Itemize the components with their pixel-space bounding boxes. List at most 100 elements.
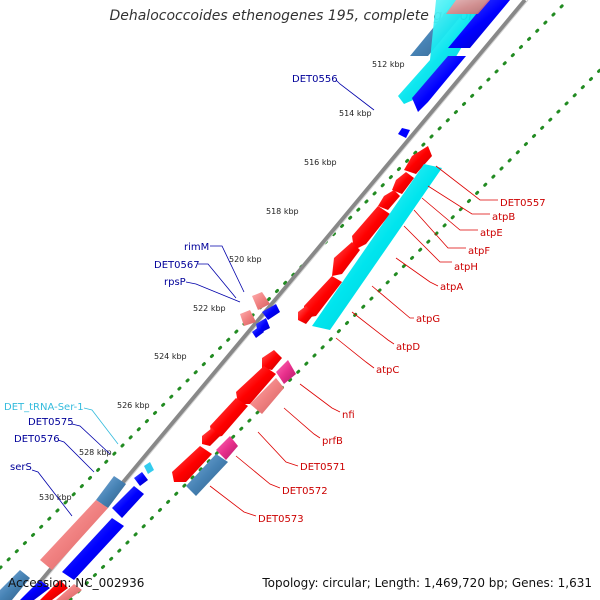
gene-label[interactable]: DET0573 bbox=[258, 514, 304, 525]
tick-label: 520 kbp bbox=[229, 255, 262, 264]
gene-label[interactable]: atpC bbox=[376, 365, 399, 376]
cds-red[interactable] bbox=[378, 190, 400, 210]
gene-labels-left: DET0556 rimM DET0567 rpsP DET_tRNA-Ser-1… bbox=[4, 74, 375, 517]
leader-line bbox=[209, 485, 257, 517]
leader-line bbox=[71, 423, 111, 455]
leader-line bbox=[257, 431, 299, 467]
leader-line bbox=[351, 311, 395, 345]
cds-magenta[interactable] bbox=[276, 360, 296, 384]
cds-blue[interactable] bbox=[62, 518, 124, 580]
tick-track-inner bbox=[68, 68, 600, 600]
feature-cluster-lower bbox=[172, 350, 296, 496]
cds-red[interactable] bbox=[298, 306, 314, 324]
leader-line bbox=[83, 407, 119, 445]
cds-magenta[interactable] bbox=[216, 436, 238, 460]
gene-label[interactable]: DET0572 bbox=[282, 486, 328, 497]
cds-red[interactable] bbox=[40, 580, 68, 600]
leader-line bbox=[185, 281, 241, 303]
gene-label[interactable]: atpG bbox=[416, 314, 440, 325]
feature-cluster-bottom bbox=[0, 462, 154, 600]
leader-line bbox=[299, 383, 341, 413]
cds-red[interactable] bbox=[392, 172, 414, 194]
leader-line bbox=[335, 79, 375, 111]
cds-trna[interactable] bbox=[144, 462, 154, 474]
cds-red[interactable] bbox=[262, 350, 282, 370]
gene-label[interactable]: DET0576 bbox=[14, 434, 60, 445]
leader-line bbox=[210, 245, 245, 293]
leader-line bbox=[198, 263, 237, 299]
cds-pink[interactable] bbox=[40, 500, 108, 570]
gene-label[interactable]: prfB bbox=[322, 436, 343, 447]
leader-line bbox=[31, 469, 73, 517]
cds-pink[interactable] bbox=[250, 378, 284, 414]
cds-pink[interactable] bbox=[446, 0, 490, 14]
gene-label[interactable]: atpF bbox=[468, 246, 490, 257]
tick-label: 518 kbp bbox=[266, 207, 299, 216]
cds-steel[interactable] bbox=[96, 476, 126, 508]
gene-labels-right: DET0557 atpB atpE atpF atpH atpA atpG at… bbox=[209, 165, 546, 525]
tick-label: 530 kbp bbox=[39, 493, 72, 502]
tick-label: 512 kbp bbox=[372, 60, 405, 69]
cds-steel[interactable] bbox=[186, 454, 228, 496]
leader-line bbox=[395, 257, 439, 287]
gene-label[interactable]: DET0571 bbox=[300, 462, 346, 473]
cds-blue-small[interactable] bbox=[398, 128, 410, 138]
gene-label[interactable]: DET0575 bbox=[28, 417, 74, 428]
tick-label: 528 kbp bbox=[79, 448, 112, 457]
gene-label[interactable]: rimM bbox=[184, 242, 209, 253]
cds-red[interactable] bbox=[352, 206, 390, 250]
cds-blue[interactable] bbox=[112, 486, 144, 518]
cds-red[interactable] bbox=[236, 366, 276, 404]
leader-line bbox=[403, 225, 452, 263]
tick-label: 524 kbp bbox=[154, 352, 187, 361]
cds-pink[interactable] bbox=[240, 310, 256, 326]
cds-pink[interactable] bbox=[56, 584, 82, 600]
gene-label[interactable]: atpB bbox=[492, 212, 515, 223]
cds-red[interactable] bbox=[172, 446, 212, 482]
leader-line bbox=[413, 209, 466, 249]
tick-label: 514 kbp bbox=[339, 109, 372, 118]
gene-label[interactable]: DET_tRNA-Ser-1 bbox=[4, 402, 84, 413]
cds-blue[interactable] bbox=[134, 472, 148, 486]
gene-label[interactable]: DET0556 bbox=[292, 74, 338, 85]
cds-red[interactable] bbox=[210, 398, 248, 438]
feature-cluster-mid bbox=[240, 292, 280, 338]
gene-label[interactable]: rpsP bbox=[164, 277, 186, 288]
tick-label: 526 kbp bbox=[117, 401, 150, 410]
cds-red[interactable] bbox=[304, 276, 342, 318]
cds-cyan-band[interactable] bbox=[312, 164, 442, 330]
cds-blue[interactable] bbox=[448, 0, 510, 48]
leader-line bbox=[283, 407, 321, 439]
feature-cluster-top bbox=[398, 0, 510, 138]
gene-label[interactable]: atpE bbox=[480, 228, 503, 239]
leader-line bbox=[371, 285, 414, 319]
cds-pink[interactable] bbox=[252, 292, 270, 310]
cds-red[interactable] bbox=[332, 242, 360, 276]
leader-line bbox=[421, 197, 478, 231]
cds-steel[interactable] bbox=[0, 570, 30, 600]
gene-label[interactable]: atpA bbox=[440, 282, 463, 293]
cds-red[interactable] bbox=[404, 146, 432, 174]
map-title: Dehalococcoides ethenogenes 195, complet… bbox=[109, 8, 491, 24]
tick-labels: 512 kbp 514 kbp 516 kbp 518 kbp 520 kbp … bbox=[39, 60, 405, 502]
cds-blue[interactable] bbox=[262, 304, 280, 320]
gene-label[interactable]: serS bbox=[10, 462, 32, 473]
leader-line bbox=[235, 455, 281, 489]
leader-line bbox=[57, 439, 95, 473]
cds-red[interactable] bbox=[202, 428, 220, 446]
leader-line bbox=[435, 165, 498, 201]
gene-label[interactable]: atpD bbox=[396, 342, 420, 353]
cds-blue[interactable] bbox=[252, 326, 264, 338]
tick-track-outer bbox=[0, 0, 570, 570]
cds-blue[interactable] bbox=[412, 56, 466, 112]
gene-label[interactable]: nfi bbox=[342, 410, 355, 421]
accession-text: Accession: NC_002936 bbox=[8, 576, 145, 590]
gene-label[interactable]: atpH bbox=[454, 262, 478, 273]
cds-blue[interactable] bbox=[20, 580, 50, 600]
topology-text: Topology: circular; Length: 1,469,720 bp… bbox=[262, 576, 592, 590]
gene-label[interactable]: DET0557 bbox=[500, 198, 546, 209]
gene-label[interactable]: DET0567 bbox=[154, 260, 200, 271]
tick-label: 522 kbp bbox=[193, 304, 226, 313]
leader-line bbox=[427, 185, 490, 215]
